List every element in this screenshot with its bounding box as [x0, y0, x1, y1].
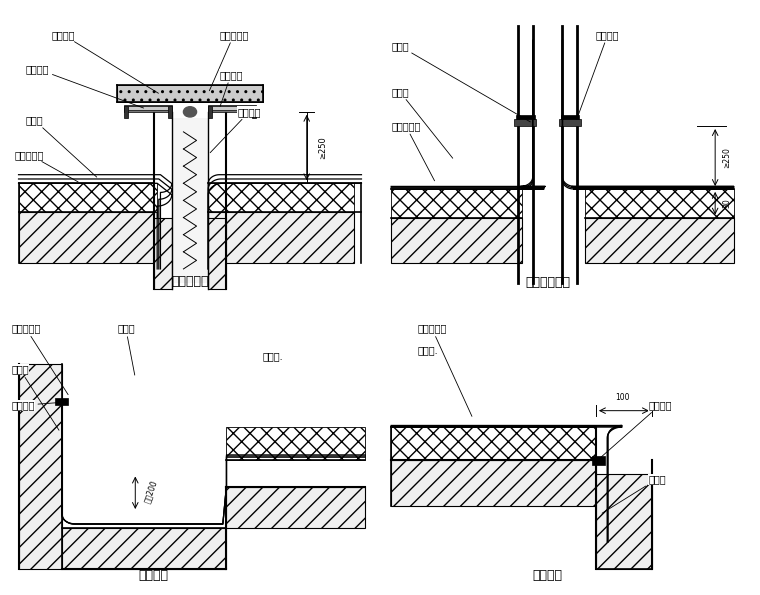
Text: 卷材防水层: 卷材防水层 [15, 150, 78, 182]
Text: 卷材防水层: 卷材防水层 [11, 324, 68, 394]
Text: ≥250: ≥250 [318, 136, 327, 159]
Bar [18, 212, 157, 263]
Bar [596, 474, 652, 569]
Text: 卷材防水层: 卷材防水层 [417, 324, 472, 416]
Text: 保护层.: 保护层. [263, 351, 283, 361]
Text: 水泥钉: 水泥钉 [11, 365, 59, 430]
Circle shape [183, 107, 197, 117]
Bar [559, 119, 581, 126]
Bar [154, 218, 172, 289]
Bar [391, 189, 521, 218]
Text: 泡沫塑料: 泡沫塑料 [211, 107, 261, 153]
Bar [391, 427, 596, 460]
Text: 屋面变形缝: 屋面变形缝 [171, 274, 209, 287]
Bar [585, 218, 734, 263]
Bar [208, 218, 226, 289]
Text: 混凝土盖板: 混凝土盖板 [209, 30, 249, 91]
Bar [585, 189, 734, 218]
Text: 卷材封盖: 卷材封盖 [26, 64, 144, 108]
Bar [252, 106, 255, 118]
Bar [128, 106, 168, 111]
Bar [226, 487, 365, 528]
Bar [391, 460, 596, 506]
Text: 密封材料: 密封材料 [11, 400, 58, 410]
Text: 密封材料: 密封材料 [600, 400, 672, 458]
Text: 30: 30 [723, 198, 732, 208]
Text: 附加层: 附加层 [117, 324, 135, 375]
Bar [212, 106, 252, 111]
Bar [514, 119, 537, 126]
Text: 附加层: 附加层 [391, 87, 453, 158]
Bar [172, 118, 208, 283]
Bar [168, 106, 172, 118]
Bar [125, 105, 172, 112]
Bar [117, 84, 263, 102]
Bar [18, 364, 62, 569]
Text: 衬垫材料: 衬垫材料 [52, 30, 158, 93]
Text: 100: 100 [615, 393, 629, 402]
Text: ≥250: ≥250 [723, 147, 732, 168]
Bar [208, 212, 354, 263]
Bar [125, 106, 128, 118]
Text: 水泥砂浆: 水泥砂浆 [219, 70, 242, 107]
Bar [62, 528, 226, 569]
Bar [226, 427, 365, 460]
Text: 空铺200: 空铺200 [143, 479, 159, 504]
Text: 附加层: 附加层 [26, 115, 97, 177]
Bar [55, 399, 68, 405]
Bar [592, 456, 605, 465]
Bar [208, 183, 354, 212]
Text: 卷材防水层: 卷材防水层 [391, 121, 435, 181]
Bar [208, 105, 255, 112]
Text: 密封材料: 密封材料 [578, 30, 619, 115]
Text: 水泥钉: 水泥钉 [602, 474, 666, 513]
Bar [18, 183, 157, 212]
Text: 伸出屋面管道: 伸出屋面管道 [525, 276, 570, 289]
Text: 保护层.: 保护层. [417, 346, 438, 355]
Text: 屋面槽口: 屋面槽口 [533, 569, 562, 582]
Text: 屋面檐沟: 屋面檐沟 [138, 569, 169, 582]
Bar [561, 115, 579, 119]
Bar [516, 115, 534, 119]
Text: 金属箍: 金属箍 [391, 41, 530, 122]
Bar [208, 106, 212, 118]
Bar [391, 218, 521, 263]
